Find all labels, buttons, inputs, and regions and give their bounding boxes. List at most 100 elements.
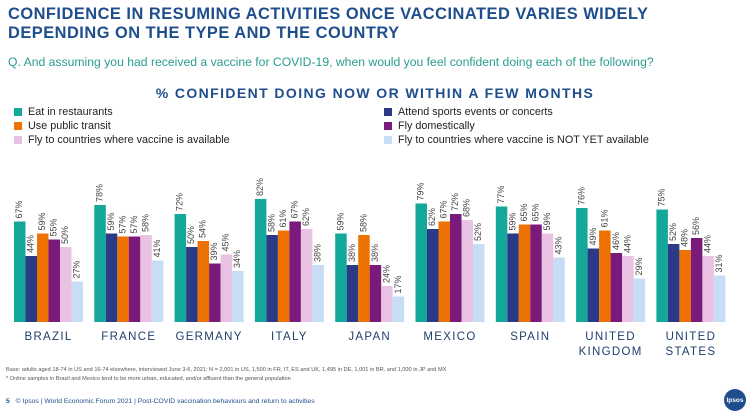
data-label: 27%: [72, 260, 82, 278]
data-label: 45%: [221, 233, 231, 251]
bar: [346, 265, 359, 322]
category-label: BRAZIL: [24, 331, 72, 343]
bar: [473, 244, 485, 322]
bar: [702, 256, 714, 322]
data-label: 72%: [175, 193, 185, 211]
legend-swatch: [14, 136, 22, 144]
category-label: SPAIN: [510, 331, 550, 343]
bar: [427, 229, 439, 322]
bar: [553, 257, 565, 322]
bar: [48, 239, 60, 322]
data-label: 67%: [14, 200, 24, 218]
legend-item: Eat in restaurants: [14, 106, 113, 118]
bar: [461, 220, 473, 322]
category-label: GERMANY: [175, 331, 242, 343]
legend-item: Use public transit: [14, 120, 111, 132]
data-label: 44%: [26, 235, 36, 253]
data-label: 52%: [668, 223, 678, 241]
data-label: 59%: [106, 212, 116, 230]
data-label: 48%: [679, 229, 689, 247]
bar: [358, 235, 370, 322]
category-label: JAPAN: [348, 331, 391, 343]
bar: [667, 244, 680, 322]
data-label: 76%: [576, 187, 586, 205]
data-label: 67%: [289, 200, 299, 218]
data-label: 52%: [473, 223, 483, 241]
data-label: 31%: [714, 254, 724, 272]
legend-label: Fly to countries where vaccine is NOT YE…: [398, 134, 649, 146]
bar: [220, 254, 233, 322]
legend-label: Use public transit: [28, 120, 111, 132]
category-label: STATES: [665, 346, 716, 358]
bar: [381, 286, 393, 322]
slide-footer: 5 © Ipsos | World Economic Forum 2021 | …: [6, 398, 315, 405]
bar: [369, 265, 382, 322]
data-label: 82%: [255, 178, 265, 196]
legend-label: Eat in restaurants: [28, 106, 113, 118]
data-label: 29%: [634, 257, 644, 275]
data-label: 49%: [588, 227, 598, 245]
bar: [599, 230, 611, 322]
bar: [209, 263, 221, 322]
legend-swatch: [384, 108, 392, 116]
data-label: 55%: [49, 218, 59, 236]
data-label: 34%: [232, 250, 242, 268]
bar: [541, 233, 554, 322]
bar: [140, 235, 152, 322]
footnote-base: Base: adults aged 18-74 in US and 16-74 …: [6, 367, 447, 373]
data-label: 56%: [691, 217, 701, 235]
bar: [312, 265, 324, 322]
data-label: 59%: [37, 212, 47, 230]
bar: [151, 260, 164, 322]
bar: [60, 247, 72, 322]
bar: [576, 208, 588, 322]
data-label: 58%: [140, 214, 150, 232]
bar: [174, 214, 187, 322]
legend-label: Fly to countries where vaccine is availa…: [28, 134, 230, 146]
legend-swatch: [14, 108, 22, 116]
bar: [94, 205, 106, 322]
ipsos-logo: Ipsos: [724, 389, 746, 411]
bar: [530, 224, 542, 322]
legend-item: Fly domestically: [384, 120, 475, 132]
bar: [300, 229, 313, 322]
bar: [232, 271, 244, 322]
data-label: 59%: [542, 212, 552, 230]
data-label: 38%: [347, 244, 357, 262]
data-label: 57%: [129, 215, 139, 233]
category-label: UNITED: [666, 331, 717, 343]
bar: [186, 247, 198, 322]
category-label: FRANCE: [101, 331, 156, 343]
bar: [415, 203, 427, 322]
bar: [277, 230, 290, 322]
data-label: 41%: [152, 239, 162, 257]
data-label: 38%: [312, 244, 322, 262]
chart-title: % CONFIDENT DOING NOW OR WITHIN A FEW MO…: [155, 85, 595, 101]
data-label: 44%: [702, 235, 712, 253]
bar: [656, 209, 668, 322]
bar: [587, 248, 600, 322]
data-label: 75%: [656, 188, 666, 206]
data-label: 43%: [553, 236, 563, 254]
bar: [690, 238, 703, 322]
data-label: 24%: [381, 265, 391, 283]
data-label: 59%: [335, 212, 345, 230]
bar: [610, 253, 623, 322]
bar: [289, 221, 301, 322]
data-label: 62%: [301, 208, 311, 226]
chart-legend: Eat in restaurants Attend sports events o…: [14, 106, 734, 152]
data-label: 79%: [416, 182, 426, 200]
legend-item: Fly to countries where vaccine is NOT YE…: [384, 134, 649, 146]
legend-label: Fly domestically: [398, 120, 475, 132]
data-label: 58%: [358, 214, 368, 232]
bar: [25, 256, 37, 322]
data-label: 59%: [507, 212, 517, 230]
bar: [197, 241, 210, 322]
data-label: 61%: [278, 209, 288, 227]
bar: [71, 281, 83, 322]
category-label: ITALY: [271, 331, 308, 343]
bar: [438, 221, 450, 322]
data-label: 38%: [370, 244, 380, 262]
category-label: MEXICO: [423, 331, 476, 343]
